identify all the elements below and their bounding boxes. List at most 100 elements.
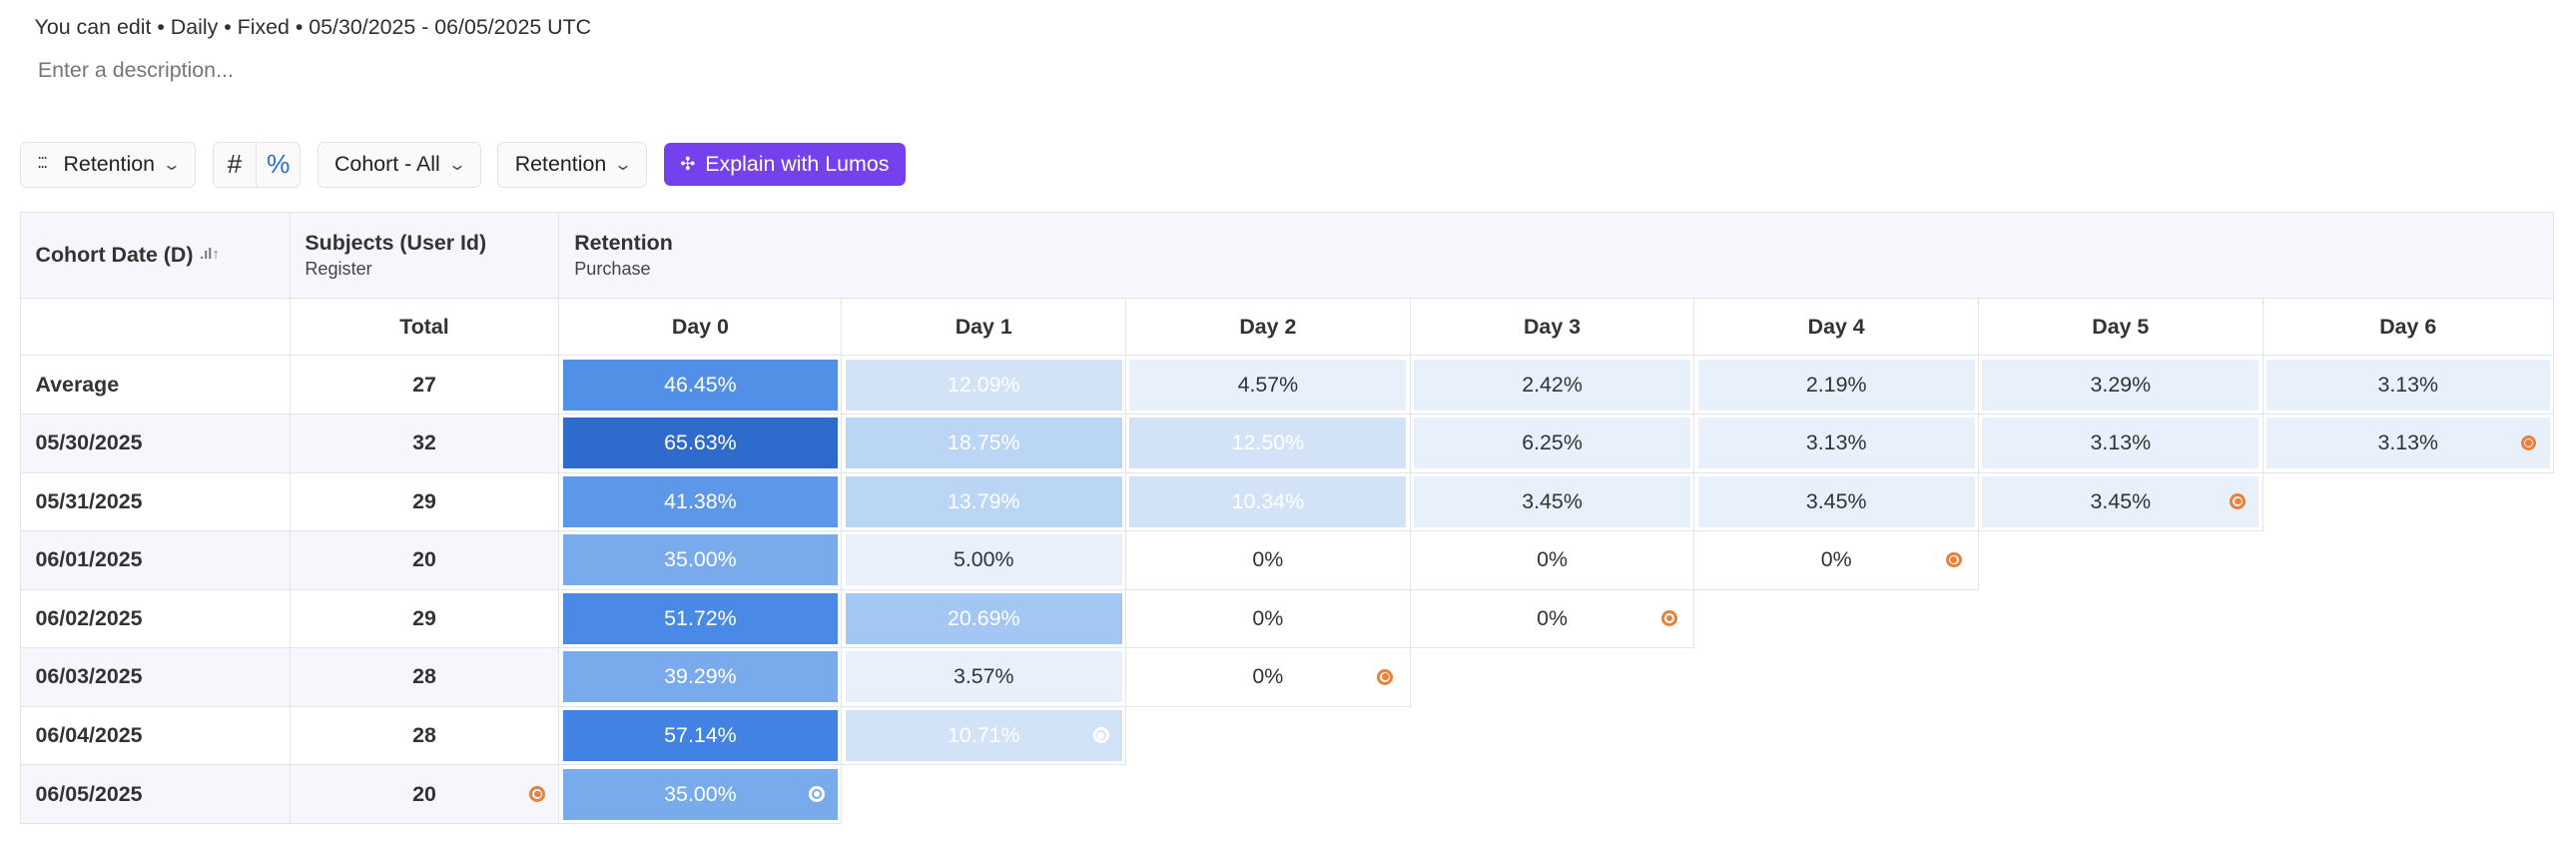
incomplete-data-marker-icon[interactable] [529,785,546,802]
retention-value: 2.19% [1805,372,1867,397]
retention-value: 0% [1252,605,1284,630]
retention-value: 13.79% [947,488,1020,513]
incomplete-data-marker-icon[interactable] [1945,551,1962,568]
incomplete-data-marker-icon[interactable] [2230,493,2247,509]
retention-value: 0% [1252,664,1284,689]
retention-cell-fill: 0% [1413,534,1691,586]
retention-value: 0% [1537,605,1568,630]
retention-cell[interactable]: 0% [1125,647,1411,707]
retention-cell[interactable]: 12.09% [841,355,1127,415]
retention-cell-fill: 12.50% [1129,418,1407,469]
retention-sub-label: Purchase [574,259,651,280]
explain-with-lumos-button[interactable]: ✣ Explain with Lumos [663,143,906,186]
report-meta: You can edit • Daily • Fixed • 05/30/202… [34,14,592,39]
retention-cell[interactable]: 65.63% [558,413,843,473]
retention-cell-fill: 41.38% [562,475,839,527]
retention-cell[interactable]: 3.57% [841,647,1127,707]
cohort-date: 05/31/2025 [19,471,291,532]
incomplete-data-marker-icon[interactable] [809,785,825,802]
table-row: 06/05/2025 20 35.00% [19,764,2553,824]
empty-cell [1978,706,2262,765]
retention-cell[interactable]: 3.45% [1693,471,1979,532]
retention-cell[interactable]: 3.29% [1977,355,2263,415]
table-row: 06/02/2025 29 51.72% 20.69% 0% 0% [19,588,2553,649]
retention-value: 3.45% [2090,488,2152,513]
retention-cell[interactable]: 0% [1125,530,1411,590]
retention-cell[interactable]: 10.34% [1125,471,1411,532]
retention-cell[interactable]: 3.45% [1977,471,2263,532]
empty-cell [842,765,1126,824]
subjects-label: Subjects (User Id) [305,230,487,255]
count-toggle[interactable]: # [227,149,243,180]
retention-cell[interactable]: 46.45% [558,355,843,415]
retention-cell[interactable]: 3.45% [1409,471,1695,532]
retention-cell-fill: 65.63% [562,418,839,469]
grid-dots-icon: ⁚⁚⁚ [37,156,48,173]
retention-value: 12.09% [947,372,1020,397]
retention-cell[interactable]: 35.00% [558,764,843,824]
table-row: 06/03/2025 28 39.29% 3.57% 0% [19,647,2553,707]
retention-value: 18.75% [947,430,1020,455]
metric-dropdown[interactable]: Retention ⌄ [497,141,648,188]
cohort-label: Cohort - All [334,152,440,177]
retention-cell-fill: 18.75% [845,418,1122,469]
retention-cell[interactable]: 39.29% [558,647,843,707]
incomplete-data-marker-icon[interactable] [1092,727,1109,744]
description-input[interactable] [37,57,695,83]
retention-cell[interactable]: 18.75% [841,413,1127,473]
retention-value: 6.25% [1522,430,1583,455]
retention-table: Cohort Date (D) .ıl↑ Subjects (User Id) Re… [19,212,2554,824]
total-value: 20 [412,547,436,572]
retention-cell[interactable]: 6.25% [1409,413,1695,473]
retention-cell-fill: 10.34% [1129,475,1407,527]
retention-cell[interactable]: 3.13% [2261,413,2554,473]
retention-cell[interactable]: 0% [1693,530,1979,590]
retention-value: 3.57% [953,664,1014,689]
retention-cell-fill: 5.00% [845,534,1122,586]
cohort-dropdown[interactable]: Cohort - All ⌄ [317,141,481,188]
cohort-date-header[interactable]: Cohort Date (D) .ıl↑ [19,212,291,299]
empty-cell [1978,589,2262,648]
incomplete-data-marker-icon[interactable] [1377,668,1394,685]
retention-cell[interactable]: 2.42% [1409,355,1695,415]
cohort-total: 28 [289,705,560,766]
table-row: 05/30/2025 32 65.63% 18.75% 12.50% 6.25% 3.13%… [19,413,2554,473]
cohort-date: 05/30/2025 [19,413,291,473]
cohort-date-label: Cohort Date (D) [35,243,194,268]
empty-cell [2262,472,2553,531]
empty-cell [2262,589,2553,648]
retention-cell[interactable]: 13.79% [841,471,1127,532]
empty-cell [1126,706,1411,765]
retention-cell-fill: 46.45% [562,359,839,411]
retention-cell[interactable]: 41.38% [558,471,843,532]
retention-cell[interactable]: 4.57% [1125,355,1411,415]
empty-cell [1410,706,1694,765]
total-value: 29 [412,488,436,513]
retention-cell[interactable]: 0% [1125,588,1411,649]
sort-icon[interactable]: .ıl↑ [200,246,220,263]
retention-cell[interactable]: 3.13% [1693,413,1979,473]
retention-value: 3.13% [2377,430,2439,455]
percent-toggle[interactable]: % [256,142,300,187]
retention-cell[interactable]: 0% [1409,530,1695,590]
retention-value: 51.72% [664,605,737,630]
retention-cell[interactable]: 57.14% [558,705,843,766]
retention-cell[interactable]: 35.00% [558,530,843,590]
retention-cell[interactable]: 3.13% [2261,355,2554,415]
retention-cell-fill: 3.45% [1982,475,2259,527]
retention-value: 4.57% [1237,372,1299,397]
retention-cell[interactable]: 10.71% [841,705,1127,766]
day-header: Day 4 [1693,297,1979,357]
retention-cell[interactable]: 20.69% [841,588,1127,649]
retention-cell[interactable]: 0% [1409,588,1695,649]
retention-cell[interactable]: 51.72% [558,588,843,649]
retention-cell[interactable]: 3.13% [1977,413,2263,473]
retention-header: Retention Purchase [558,212,2554,299]
retention-cell[interactable]: 12.50% [1125,413,1411,473]
retention-cell[interactable]: 2.19% [1693,355,1979,415]
view-type-dropdown[interactable]: ⁚⁚⁚ Retention ⌄ [19,141,197,188]
retention-cell[interactable]: 5.00% [841,530,1127,590]
incomplete-data-marker-icon[interactable] [2520,434,2537,451]
incomplete-data-marker-icon[interactable] [1661,610,1677,627]
table-row: Average 27 46.45% 12.09% 4.57% 2.42% 2.19% 3.29… [19,355,2554,415]
